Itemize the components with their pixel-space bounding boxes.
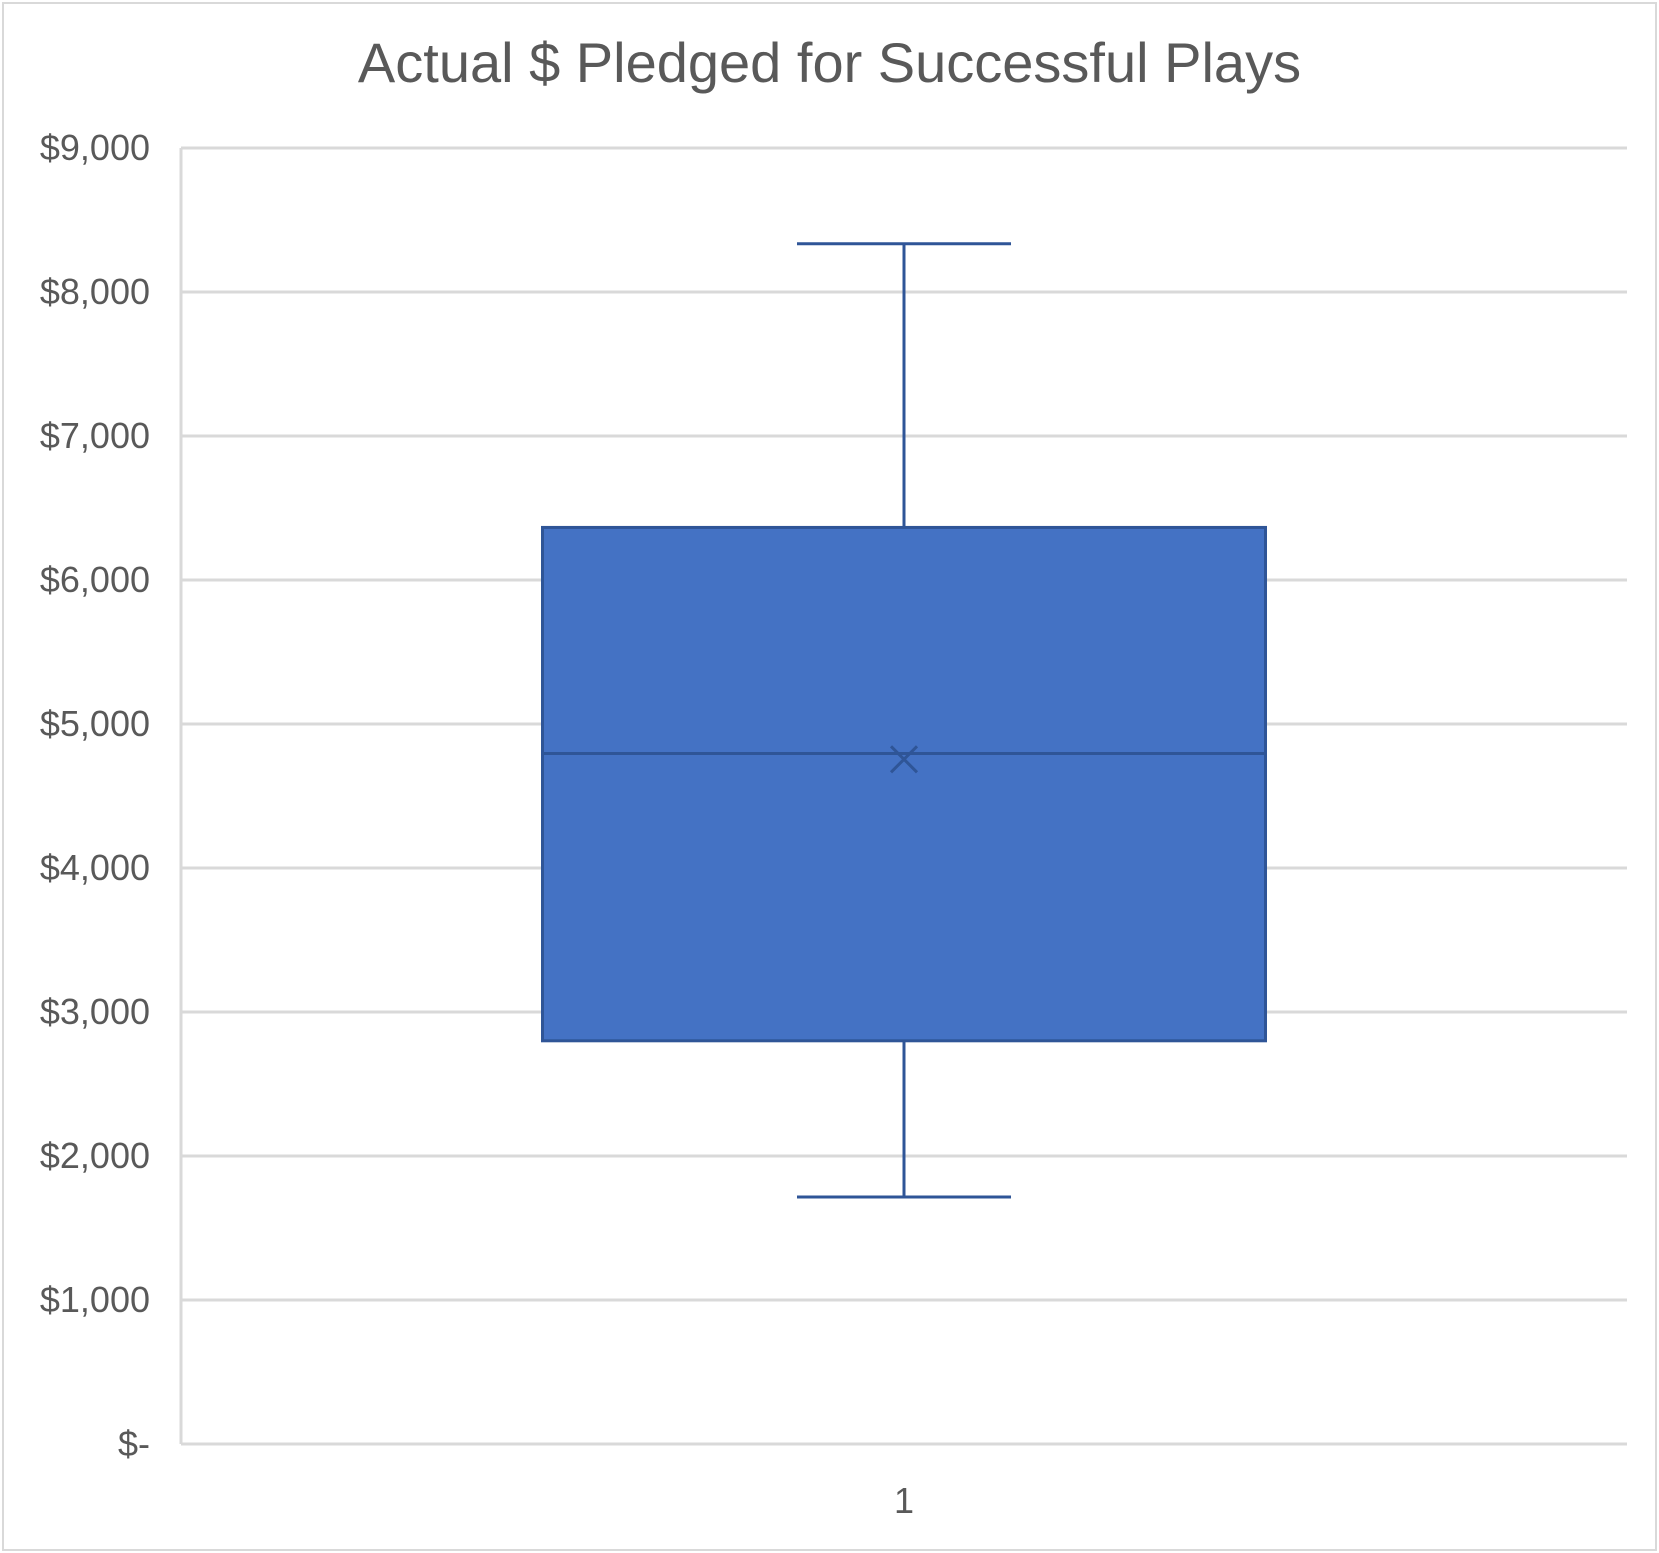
mean-marker [889, 745, 919, 774]
y-tick-label: $4,000 [40, 847, 150, 888]
box-series [541, 242, 1267, 1199]
y-tick-label: $8,000 [40, 271, 150, 312]
y-tick-label: $- [118, 1423, 150, 1464]
box [541, 525, 1267, 1043]
chart-title: Actual $ Pledged for Successful Plays [357, 31, 1302, 94]
y-tick-label: $9,000 [40, 127, 150, 168]
x-axis: 1 [894, 1480, 914, 1521]
y-tick-label: $3,000 [40, 991, 150, 1032]
y-tick-label: $6,000 [40, 559, 150, 600]
y-tick-label: $2,000 [40, 1135, 150, 1176]
y-tick-label: $7,000 [40, 415, 150, 456]
y-tick-label: $1,000 [40, 1279, 150, 1320]
y-tick-label: $5,000 [40, 703, 150, 744]
y-axis: $- $1,000 $2,000 $3,000 $4,000 $5,000 $6,000 $7… [40, 127, 183, 1464]
x-tick-label: 1 [894, 1480, 914, 1521]
